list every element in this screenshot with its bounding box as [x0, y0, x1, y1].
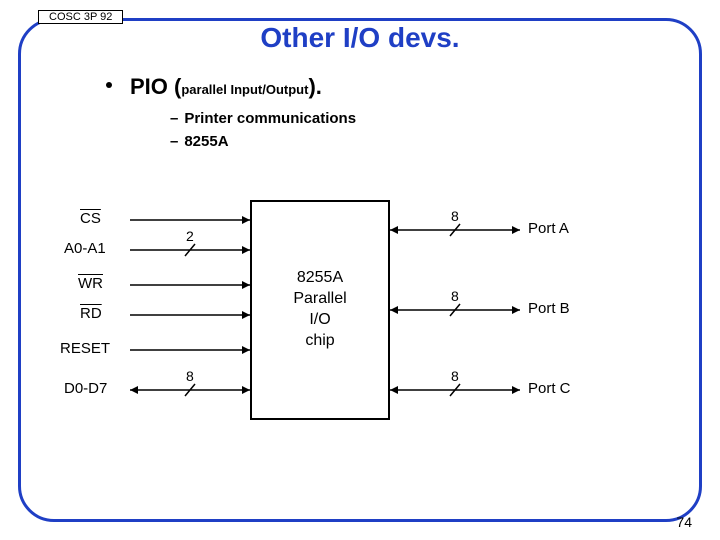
pio-main: PIO (: [130, 74, 181, 99]
chip-diagram: 8255A Parallel I/O chip CS A0-A1 WR RD R…: [60, 190, 620, 450]
label-d0-d7: D0-D7: [64, 380, 107, 397]
chip-box: 8255A Parallel I/O chip: [250, 200, 390, 420]
pio-bullet: PIO (parallel Input/Output).: [130, 74, 322, 100]
label-a0-a1: A0-A1: [64, 240, 106, 257]
buswidth-d07: 8: [186, 368, 194, 384]
chip-line4: chip: [252, 331, 388, 352]
label-wr: WR: [78, 275, 103, 292]
pio-sub: parallel Input/Output: [181, 82, 308, 97]
label-port-b: Port B: [528, 300, 570, 317]
buswidth-port-b: 8: [451, 288, 459, 304]
sub-bullets: –Printer communications –8255A: [170, 108, 356, 153]
buswidth-a01: 2: [186, 228, 194, 244]
sub-a: –Printer communications: [170, 108, 356, 131]
chip-line3: I/O: [252, 310, 388, 331]
chip-line2: Parallel: [252, 289, 388, 310]
label-port-a: Port A: [528, 220, 569, 237]
slide-title: Other I/O devs.: [0, 22, 720, 54]
chip-line1: 8255A: [252, 268, 388, 289]
sub-a-text: Printer communications: [184, 110, 356, 127]
buswidth-port-a: 8: [451, 208, 459, 224]
label-cs: CS: [80, 210, 101, 227]
bullet-dot: [106, 82, 112, 88]
label-rd: RD: [80, 305, 102, 322]
label-reset: RESET: [60, 340, 110, 357]
buswidth-port-c: 8: [451, 368, 459, 384]
page-number: 74: [676, 514, 692, 530]
sub-b-text: 8255A: [184, 133, 228, 150]
pio-close: ).: [308, 74, 321, 99]
label-port-c: Port C: [528, 380, 571, 397]
sub-b: –8255A: [170, 131, 356, 154]
